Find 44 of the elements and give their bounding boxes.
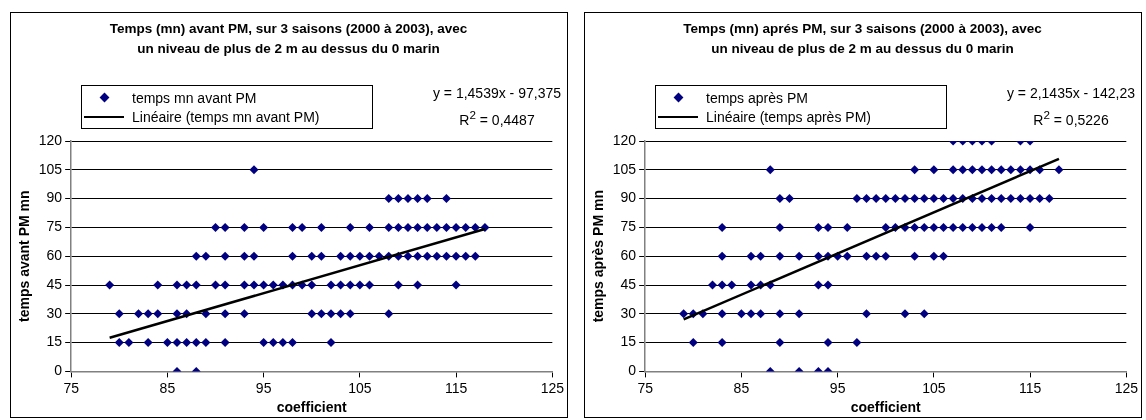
x-tick-label: 75 xyxy=(63,379,80,396)
x-tick-label: 115 xyxy=(444,379,468,396)
y-tick-label: 45 xyxy=(620,275,637,292)
y-tick-label: 120 xyxy=(612,131,637,148)
text: R$^{2}$ = 0,5226 xyxy=(1032,107,1110,130)
y-axis-title: temps après PM mn xyxy=(590,190,607,323)
y-tick-label: 75 xyxy=(46,218,63,235)
x-tick-label: 115 xyxy=(1018,379,1042,396)
y-tick-label: 0 xyxy=(628,362,637,379)
legend-label: Linéaire (temps après PM) xyxy=(706,108,871,125)
y-tick-label: 105 xyxy=(38,160,63,177)
x-tick-label: 95 xyxy=(829,379,846,396)
chart-title: Temps (mn) aprés PM, sur 3 saisons (2000 à 2003), avec un niveau de plus de 2 m au dessus du 0 marin xyxy=(682,20,1043,58)
x-tick-label: 105 xyxy=(348,379,372,396)
x-tick-label: 125 xyxy=(1114,379,1139,396)
y-tick-label: 90 xyxy=(620,189,637,206)
chart-title: Temps (mn) avant PM, sur 3 saisons (2000 à 2003), avec un niveau de plus de 2 m au dessus du 0 marin xyxy=(108,20,469,58)
legend-label: Linéaire (temps mn avant PM) xyxy=(132,108,320,125)
x-tick-label: 105 xyxy=(922,379,946,396)
y-tick-label: 15 xyxy=(620,333,637,350)
x-tick-label: 85 xyxy=(733,379,750,396)
y-tick-label: 30 xyxy=(620,304,637,321)
y-tick-label: 30 xyxy=(46,304,63,321)
x-axis-title: coefficient xyxy=(850,399,922,416)
y-axis-title: temps avant PM mn xyxy=(16,190,33,322)
y-tick-label: 75 xyxy=(620,218,637,235)
x-axis-title: coefficient xyxy=(276,399,348,416)
legend-label: temps mn avant PM xyxy=(132,89,257,106)
legend-label: temps après PM xyxy=(706,89,808,106)
y-tick-label: 105 xyxy=(612,160,637,177)
text: R$^{2}$ = 0,4487 xyxy=(458,107,536,130)
x-tick-label: 85 xyxy=(159,379,176,396)
y-tick-label: 60 xyxy=(46,247,63,264)
y-tick-label: 0 xyxy=(54,362,63,379)
text: y = 1,4539x - 97,375 xyxy=(432,84,561,103)
text: y = 2,1435x - 142,23 xyxy=(1006,84,1135,103)
y-tick-label: 90 xyxy=(46,189,63,206)
y-tick-label: 60 xyxy=(620,247,637,264)
x-tick-label: 75 xyxy=(637,379,654,396)
y-tick-label: 120 xyxy=(38,131,63,148)
y-tick-label: 45 xyxy=(46,275,63,292)
x-tick-label: 125 xyxy=(540,379,565,396)
x-tick-label: 95 xyxy=(255,379,272,396)
y-tick-label: 15 xyxy=(46,333,63,350)
